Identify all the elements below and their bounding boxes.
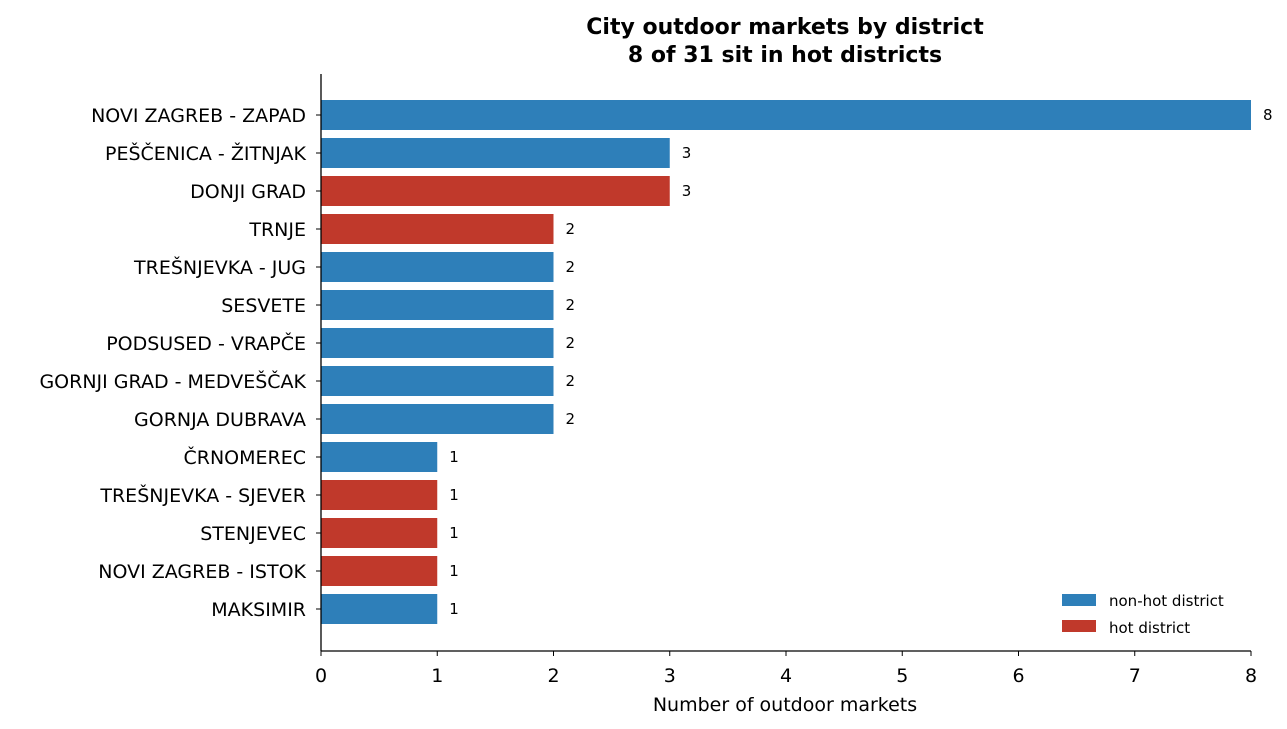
bar-tresnjevka-sjever: [321, 480, 438, 510]
legend-label-non-hot: non-hot district: [1109, 592, 1224, 610]
bars-layer: [321, 100, 1251, 624]
bar-pescenica-zitnjak: [321, 138, 670, 168]
category-label-podsused-vrapce: PODSUSED - VRAPČE: [106, 331, 306, 355]
category-label-tresnjevka-sjever: TREŠNJEVKA - SJEVER: [99, 483, 306, 507]
x-tick-label-6: 6: [1012, 665, 1024, 687]
bar-donji-grad: [321, 176, 670, 206]
bar-novi-zagreb-zapad: [321, 100, 1251, 130]
value-label-maksimir: 1: [449, 600, 459, 618]
value-label-tresnjevka-sjever: 1: [449, 486, 459, 504]
category-label-crnomerec: ČRNOMEREC: [183, 445, 306, 469]
category-label-pescenica-zitnjak: PEŠČENICA - ŽITNJAK: [105, 141, 307, 165]
value-label-donji-grad: 3: [682, 182, 692, 200]
category-label-tresnjevka-jug: TREŠNJEVKA - JUG: [133, 255, 306, 279]
bar-trnje: [321, 214, 554, 244]
value-label-stenjevec: 1: [449, 524, 459, 542]
category-label-stenjevec: STENJEVEC: [200, 523, 306, 545]
category-label-gornja-dubrava: GORNJA DUBRAVA: [134, 409, 306, 431]
category-label-maksimir: MAKSIMIR: [211, 599, 306, 621]
x-tick-label-2: 2: [547, 665, 559, 687]
value-label-crnomerec: 1: [449, 448, 459, 466]
chart-title-line-2: 8 of 31 sit in hot districts: [628, 43, 942, 68]
value-label-gornji-grad-medvescak: 2: [566, 372, 576, 390]
category-labels: NOVI ZAGREB - ZAPAD PEŠČENICA - ŽITNJAK DO…: [39, 105, 306, 621]
category-label-trnje: TRNJE: [248, 219, 306, 241]
legend-swatch-hot: [1062, 620, 1096, 632]
value-label-sesvete: 2: [566, 296, 576, 314]
legend-label-hot: hot district: [1109, 619, 1190, 637]
bar-stenjevec: [321, 518, 438, 548]
x-tick-label-0: 0: [315, 665, 327, 687]
bar-gornji-grad-medvescak: [321, 366, 554, 396]
x-tick-label-4: 4: [780, 665, 792, 687]
x-tick-label-1: 1: [431, 665, 443, 687]
x-tick-label-5: 5: [896, 665, 908, 687]
value-label-pescenica-zitnjak: 3: [682, 144, 692, 162]
value-label-novi-zagreb-istok: 1: [449, 562, 459, 580]
bar-gornja-dubrava: [321, 404, 554, 434]
category-label-gornji-grad-medvescak: GORNJI GRAD - MEDVEŠČAK: [39, 369, 306, 393]
value-label-gornja-dubrava: 2: [566, 410, 576, 428]
category-label-sesvete: SESVETE: [221, 295, 306, 317]
value-label-podsused-vrapce: 2: [566, 334, 576, 352]
category-label-novi-zagreb-zapad: NOVI ZAGREB - ZAPAD: [91, 105, 306, 127]
bar-crnomerec: [321, 442, 438, 472]
legend-swatch-non-hot: [1062, 594, 1096, 606]
bar-novi-zagreb-istok: [321, 556, 438, 586]
x-tick-label-3: 3: [664, 665, 676, 687]
x-tick-label-8: 8: [1245, 665, 1257, 687]
value-label-trnje: 2: [566, 220, 576, 238]
category-label-donji-grad: DONJI GRAD: [190, 181, 306, 203]
legend: non-hot district hot district: [1062, 592, 1224, 637]
bar-podsused-vrapce: [321, 328, 554, 358]
chart-title-line-1: City outdoor markets by district: [586, 15, 984, 40]
bar-sesvete: [321, 290, 554, 320]
x-axis-label: Number of outdoor markets: [653, 694, 917, 716]
axes: 0 1 2 3 4 5 6 7 8: [315, 74, 1257, 687]
value-label-novi-zagreb-zapad: 8: [1263, 106, 1273, 124]
value-label-tresnjevka-jug: 2: [566, 258, 576, 276]
chart-title: City outdoor markets by district 8 of 31…: [586, 15, 984, 68]
bar-tresnjevka-jug: [321, 252, 554, 282]
value-labels: 8 3 3 2 2 2 2 2 2 1 1 1 1 1: [449, 106, 1272, 618]
category-label-novi-zagreb-istok: NOVI ZAGREB - ISTOK: [98, 561, 306, 583]
x-tick-label-7: 7: [1129, 665, 1141, 687]
bar-maksimir: [321, 594, 438, 624]
